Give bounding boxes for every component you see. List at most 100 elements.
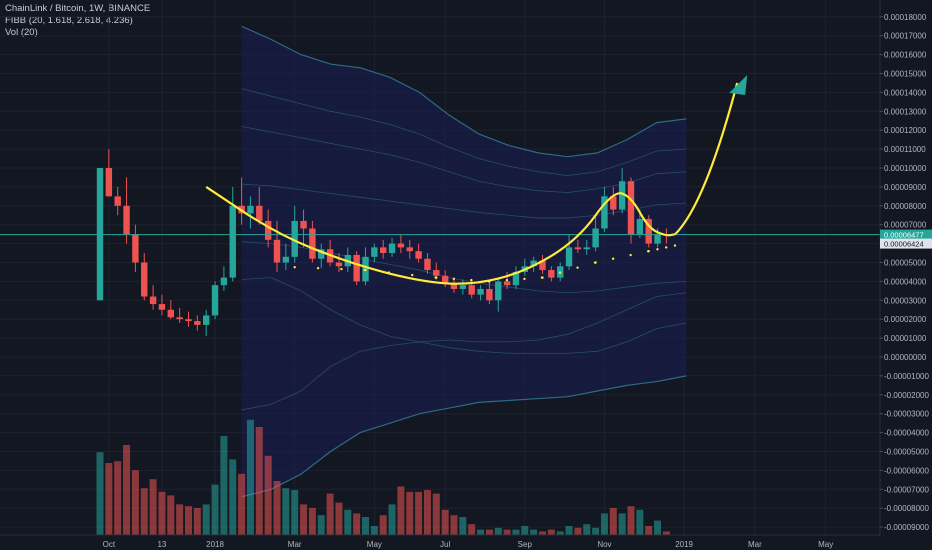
- volume-bar: [530, 529, 538, 535]
- price-tick-label: -0.00008000: [884, 504, 929, 513]
- volume-bar: [149, 479, 157, 535]
- volume-bar: [229, 459, 237, 535]
- price-tick-label: 0.00015000: [884, 70, 927, 79]
- volume-bar: [636, 509, 644, 535]
- fib-bands-layer: [241, 25, 687, 498]
- candle-body: [291, 220, 298, 257]
- candle-body: [415, 251, 422, 259]
- candle-body: [149, 296, 157, 305]
- secondary-price-tag: 0.00006424: [880, 238, 932, 249]
- current-price-tag-bg: [880, 229, 932, 240]
- volume-bar: [308, 508, 316, 535]
- candle-body: [388, 243, 396, 254]
- price-tick-label: 0.00002000: [884, 315, 927, 324]
- candle-body: [256, 205, 263, 221]
- candle-body: [132, 234, 139, 263]
- volume-bar: [654, 520, 662, 535]
- candle-body: [433, 270, 440, 276]
- volume-bar: [468, 524, 476, 535]
- current-price-tag: 0.00006477: [880, 229, 932, 240]
- support-dot: [316, 266, 320, 270]
- volume-bar: [140, 488, 148, 535]
- candle-body: [503, 281, 511, 286]
- volume-bar: [441, 509, 449, 535]
- time-tick-label: 2019: [675, 540, 693, 549]
- volume-bar: [193, 508, 201, 535]
- fib-band-upper1: [241, 126, 687, 193]
- support-dot: [470, 278, 473, 282]
- price-tick-label: 0.00017000: [884, 32, 927, 41]
- volume-bar: [317, 515, 325, 535]
- support-dot: [558, 271, 562, 274]
- candle-body: [229, 205, 236, 278]
- time-tick-label: Sep: [518, 540, 533, 549]
- candle-body: [194, 321, 201, 325]
- secondary-price-tag-bg: [880, 238, 932, 249]
- volume-bar: [176, 504, 184, 535]
- volume-bar: [521, 526, 529, 535]
- time-axis[interactable]: Oct 13 2018 Mar May Jul Sep Nov 2019 Mar May: [0, 534, 932, 550]
- support-dot: [576, 266, 579, 269]
- candle-body: [185, 319, 192, 322]
- volume-bar: [96, 452, 104, 535]
- time-axis-bg: [0, 535, 932, 550]
- candle-body: [141, 262, 148, 297]
- price-tick-label: 0.00018000: [884, 13, 927, 22]
- candle-body: [468, 285, 475, 295]
- volume-bar: [282, 488, 290, 535]
- volume-bar: [167, 495, 175, 535]
- candle-body: [247, 205, 254, 214]
- volume-bar: [512, 529, 520, 535]
- candle-body: [300, 220, 307, 229]
- candle-body: [397, 243, 405, 248]
- candle-body: [318, 249, 325, 259]
- support-dot: [364, 268, 367, 272]
- volume-bar: [565, 526, 573, 535]
- candle-body: [264, 220, 272, 240]
- candle-body: [486, 288, 493, 301]
- volume-bar: [539, 531, 546, 535]
- support-dot: [629, 253, 632, 257]
- volume-bar: [326, 493, 334, 535]
- volume-bar: [432, 493, 440, 535]
- fib-band-lower2: [241, 277, 687, 354]
- price-tick-label: 0.00012000: [884, 126, 927, 135]
- support-dot: [452, 277, 456, 281]
- volume-bar: [123, 445, 131, 535]
- candle-body: [371, 247, 378, 257]
- candle-body: [406, 247, 413, 252]
- candle-body: [450, 283, 458, 289]
- volume-bar: [397, 486, 405, 535]
- candle-body: [309, 228, 316, 259]
- volume-bar: [503, 529, 511, 535]
- price-tick-label: -0.00006000: [884, 466, 929, 475]
- volume-bar: [158, 491, 166, 535]
- support-dot: [340, 267, 343, 271]
- support-dot: [541, 276, 544, 279]
- price-tick-label: 0.00005000: [884, 259, 927, 268]
- price-tick-label: -0.00003000: [884, 410, 929, 419]
- support-dot: [656, 248, 659, 251]
- price-tick-label: 0.00004000: [884, 277, 927, 286]
- secondary-price-tag-label: 0.00006424: [884, 240, 924, 249]
- volume-bar: [450, 515, 458, 535]
- candle-body: [636, 219, 644, 235]
- time-tick-label: Mar: [288, 540, 302, 549]
- candle-body: [495, 281, 502, 301]
- candle-body: [282, 256, 290, 263]
- volume-bar: [609, 508, 617, 535]
- candle-body: [158, 304, 166, 310]
- candle-body: [574, 247, 582, 250]
- price-tick-label: 0.00000000: [884, 353, 927, 362]
- symbol-title: ChainLink / Bitcoin, 1W, BINANCE: [5, 3, 151, 14]
- price-tick-label: 0.00011000: [884, 145, 926, 154]
- volume-bar: [131, 470, 139, 535]
- candle-body: [176, 317, 183, 320]
- volume-bar: [291, 490, 299, 535]
- price-axis[interactable]: 0.00018000 0.00017000 0.00016000 0.00015000…: [879, 0, 932, 550]
- price-tick-label: 0.00013000: [884, 107, 927, 116]
- volume-bar: [255, 427, 263, 535]
- fibb-indicator-label: FIBB (20, 1.618, 2.618, 4.236): [5, 15, 133, 26]
- price-tick-label: -0.00002000: [884, 391, 929, 400]
